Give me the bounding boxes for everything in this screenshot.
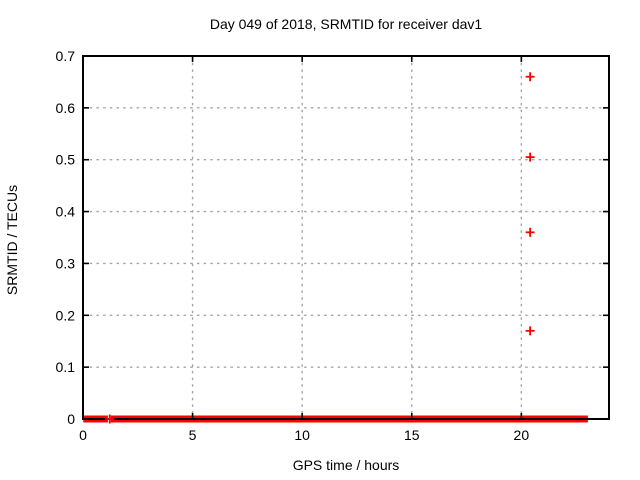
plot-border	[82, 55, 610, 420]
data-point-marker	[525, 72, 535, 82]
data-point-marker	[525, 152, 535, 162]
data-point-marker	[525, 326, 535, 336]
data-point-marker	[525, 227, 535, 237]
y-tick-label: 0.5	[56, 152, 76, 168]
y-tick-label: 0.3	[56, 255, 76, 271]
x-tick-label: 10	[294, 427, 310, 443]
y-tick-label: 0.6	[56, 100, 76, 116]
x-axis-label: GPS time / hours	[293, 457, 400, 473]
y-tick-label: 0.7	[56, 48, 76, 64]
y-tick-label: 0.2	[56, 307, 76, 323]
x-tick-label: 20	[514, 427, 530, 443]
x-tick-label: 15	[404, 427, 420, 443]
y-tick-label: 0	[67, 411, 75, 427]
y-tick-label: 0.1	[56, 359, 76, 375]
x-tick-label: 5	[189, 427, 197, 443]
y-tick-label: 0.4	[56, 204, 76, 220]
chart-title: Day 049 of 2018, SRMTID for receiver dav…	[210, 16, 483, 32]
data-point-marker	[105, 414, 115, 424]
y-axis-label: SRMTID / TECUs	[4, 185, 20, 295]
x-tick-label: 0	[79, 427, 87, 443]
